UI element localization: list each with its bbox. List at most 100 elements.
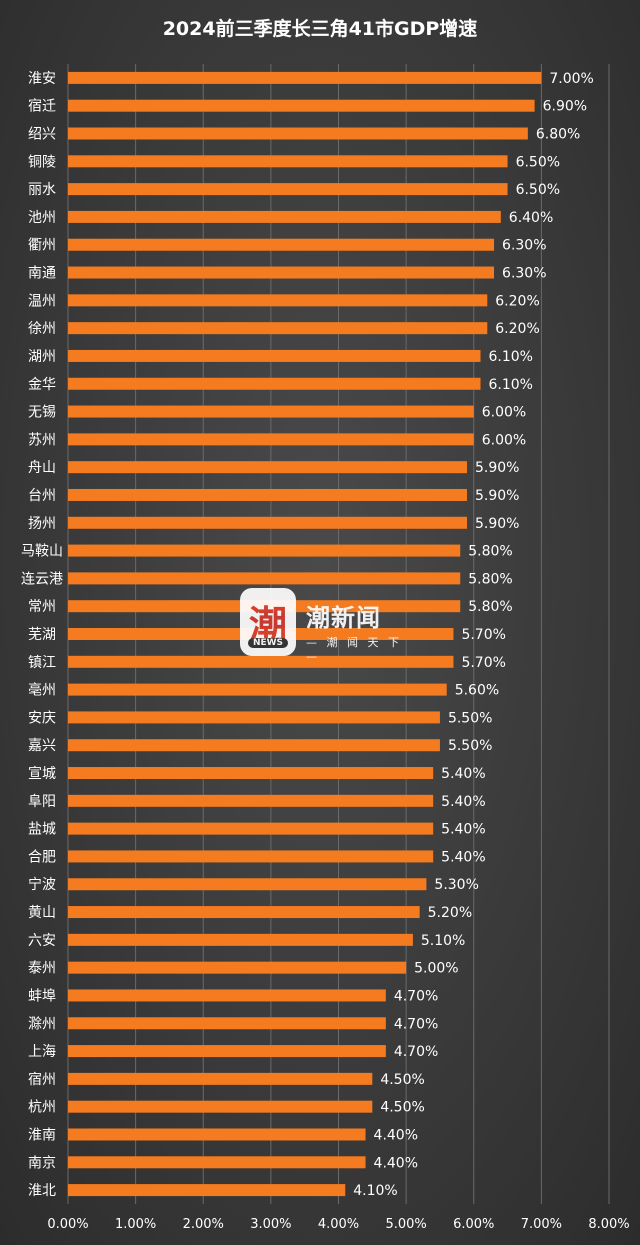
value-label: 6.40% (509, 210, 553, 226)
value-label: 4.50% (380, 1100, 424, 1116)
bar (68, 767, 434, 780)
category-label: 亳州 (28, 682, 56, 699)
category-label: 舟山 (28, 460, 56, 476)
x-tick-label: 1.00% (115, 1217, 156, 1232)
category-label: 徐州 (28, 321, 56, 337)
bar (68, 739, 440, 752)
bars (68, 71, 542, 1197)
value-label: 5.10% (421, 933, 465, 949)
value-label: 5.70% (461, 627, 505, 643)
bar (68, 1184, 346, 1197)
value-label: 5.50% (448, 738, 492, 754)
value-label: 5.80% (468, 599, 512, 615)
bar (68, 461, 467, 474)
bar (68, 822, 434, 835)
bar (68, 989, 386, 1002)
value-label: 6.20% (495, 293, 539, 309)
category-label: 宿州 (28, 1071, 56, 1088)
value-label: 5.30% (434, 877, 478, 893)
bar (68, 572, 461, 585)
category-label: 合肥 (28, 849, 56, 865)
bar (68, 266, 495, 279)
value-label: 4.70% (394, 1044, 438, 1060)
bar (68, 294, 488, 307)
bar (68, 405, 474, 418)
value-label: 5.40% (441, 794, 485, 810)
value-label: 6.30% (502, 238, 546, 254)
bar (68, 155, 508, 168)
bar (68, 878, 427, 891)
category-label: 淮南 (28, 1127, 56, 1143)
category-label: 淮安 (28, 71, 56, 87)
bar (68, 71, 542, 84)
x-tick-label: 8.00% (588, 1217, 629, 1232)
category-label: 马鞍山 (21, 544, 63, 560)
bar (68, 1045, 386, 1058)
x-tick-label: 4.00% (318, 1217, 359, 1232)
value-label: 4.10% (353, 1183, 397, 1199)
bar (68, 238, 495, 251)
value-label: 6.30% (502, 266, 546, 282)
chart-title: 2024前三季度长三角41市GDP增速 (162, 18, 478, 40)
category-label: 金华 (28, 377, 56, 393)
category-label: 上海 (28, 1044, 56, 1060)
value-label: 6.10% (489, 349, 533, 365)
bar (68, 544, 461, 557)
bar (68, 488, 467, 501)
value-label: 5.80% (468, 544, 512, 560)
logo-box: 潮 NEWS (240, 588, 296, 656)
value-label: 6.50% (516, 182, 560, 198)
value-label: 4.40% (374, 1127, 418, 1143)
category-label: 滁州 (28, 1016, 56, 1032)
value-label: 5.60% (455, 683, 499, 699)
value-label: 6.10% (489, 377, 533, 393)
category-label: 扬州 (28, 516, 56, 532)
bar (68, 127, 528, 140)
bar (68, 210, 501, 223)
bar (68, 1156, 366, 1169)
x-tick-label: 0.00% (47, 1217, 88, 1232)
value-label: 4.40% (374, 1155, 418, 1171)
category-label: 宿迁 (28, 98, 56, 115)
category-label: 湖州 (28, 349, 56, 365)
bar (68, 655, 454, 668)
x-tick-label: 3.00% (250, 1217, 291, 1232)
category-label: 宣城 (28, 766, 56, 782)
labels: 0.00% 1.00% 2.00% 3.00% 4.00% 5.00% 6.00% 7.00%… (21, 71, 630, 1232)
category-label: 苏州 (28, 432, 56, 448)
category-label: 丽水 (28, 182, 56, 198)
bar (68, 516, 467, 529)
bar (68, 711, 440, 724)
bar (68, 961, 407, 974)
bar (68, 1128, 366, 1141)
value-label: 5.40% (441, 766, 485, 782)
value-label: 6.20% (495, 321, 539, 337)
category-label: 常州 (28, 599, 56, 615)
value-label: 5.50% (448, 710, 492, 726)
category-label: 蚌埠 (28, 987, 56, 1004)
bar (68, 933, 413, 946)
category-label: 嘉兴 (28, 738, 56, 754)
value-label: 6.00% (482, 432, 526, 448)
brand-name: 潮新闻 (306, 604, 381, 632)
value-label: 5.90% (475, 516, 519, 532)
brand-slogan: — 潮 闻 天 下 — (306, 636, 402, 663)
category-label: 阜阳 (28, 793, 56, 810)
value-label: 6.00% (482, 405, 526, 421)
value-label: 4.70% (394, 1016, 438, 1032)
bar (68, 322, 488, 335)
bar (68, 794, 434, 807)
category-label: 盐城 (28, 822, 56, 838)
category-label: 安庆 (28, 710, 56, 726)
bar (68, 1017, 386, 1030)
x-tick-label: 7.00% (521, 1217, 562, 1232)
category-label: 黄山 (28, 904, 56, 921)
value-label: 7.00% (549, 71, 593, 87)
category-label: 泰州 (28, 961, 56, 977)
category-label: 无锡 (28, 405, 56, 421)
category-label: 铜陵 (28, 154, 56, 170)
value-label: 6.90% (543, 99, 587, 115)
category-label: 镇江 (28, 655, 56, 671)
value-label: 5.20% (428, 905, 472, 921)
